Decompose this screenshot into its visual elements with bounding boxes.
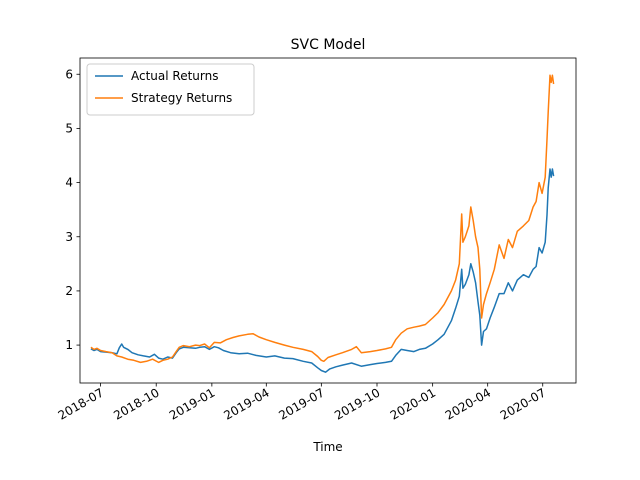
y-tick-label: 3 bbox=[65, 230, 73, 244]
legend-label-strategy-returns: Strategy Returns bbox=[131, 91, 232, 105]
legend-label-actual-returns: Actual Returns bbox=[131, 69, 218, 83]
y-tick-label: 4 bbox=[65, 176, 73, 190]
y-tick-label: 6 bbox=[65, 67, 73, 81]
series-layer bbox=[90, 74, 555, 373]
x-axis-label: Time bbox=[312, 440, 342, 454]
series-line-strategy-returns bbox=[90, 74, 555, 364]
legend: Actual Returns Strategy Returns bbox=[86, 63, 255, 116]
series-line-actual-returns bbox=[90, 168, 555, 373]
axes-frame bbox=[79, 57, 577, 384]
legend-box bbox=[86, 63, 255, 116]
y-tick-label: 5 bbox=[65, 121, 73, 135]
chart-title: SVC Model bbox=[291, 37, 366, 53]
y-axis: 1 2 3 4 5 6 bbox=[65, 67, 80, 352]
y-tick-label: 2 bbox=[65, 284, 73, 298]
y-tick-label: 1 bbox=[65, 338, 73, 352]
